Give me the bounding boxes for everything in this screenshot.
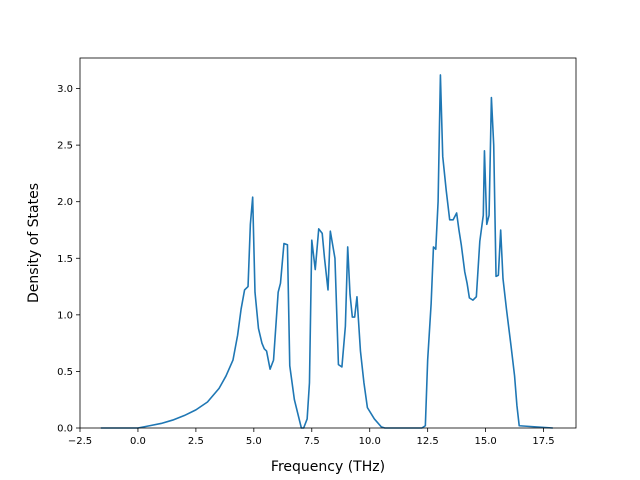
y-tick-label: 1.5 [57,254,73,265]
x-tick-label: −2.5 [68,436,92,447]
x-tick-label: 0.0 [130,436,146,447]
y-tick-label: 3.0 [57,84,73,95]
y-tick-label: 2.5 [57,141,73,152]
x-axis-label: Frequency (THz) [271,459,385,475]
x-axis-ticks: −2.5 0.0 2.5 5.0 7.5 10.0 12.5 15.0 17.5 [68,428,555,447]
plot-area [100,74,553,429]
y-tick-label: 1.0 [57,310,73,321]
x-tick-label: 15.0 [474,436,496,447]
x-tick-label: 17.5 [532,436,554,447]
x-tick-label: 12.5 [417,436,439,447]
axes-frame [79,57,577,429]
y-tick-label: 0.0 [57,424,73,435]
series-line-0 [100,74,553,429]
x-tick-label: 2.5 [188,436,204,447]
y-tick-label: 0.5 [57,367,73,378]
x-tick-label: 5.0 [246,436,262,447]
x-tick-label: 7.5 [304,436,320,447]
y-axis-label: Density of States [26,183,42,303]
y-axis-ticks: 0.0 0.5 1.0 1.5 2.0 2.5 3.0 [57,84,80,435]
x-tick-label: 10.0 [359,436,381,447]
y-tick-label: 2.0 [57,197,73,208]
